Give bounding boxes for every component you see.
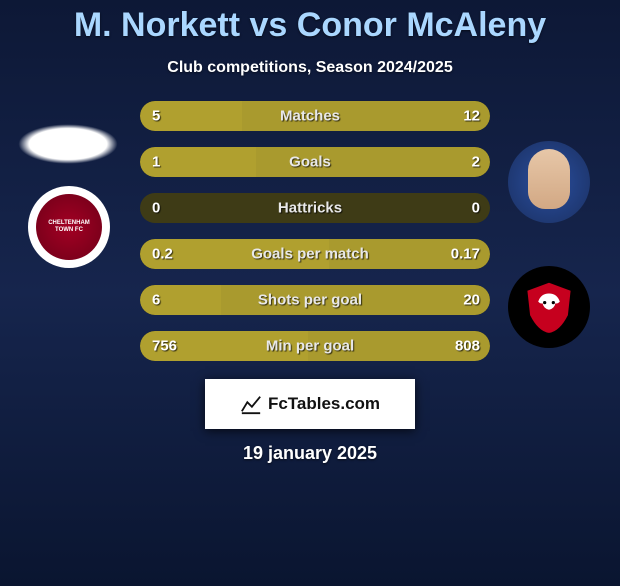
brand-text: FcTables.com <box>268 394 380 414</box>
stat-label: Hattricks <box>278 200 342 217</box>
stat-value-right: 0 <box>472 200 480 217</box>
stat-value-left: 0.2 <box>152 246 173 263</box>
stat-row: 6 Shots per goal 20 <box>0 285 620 315</box>
stat-label: Min per goal <box>266 338 354 355</box>
stat-label: Goals <box>289 154 331 171</box>
stat-value-right: 20 <box>463 292 480 309</box>
stat-value-left: 0 <box>152 200 160 217</box>
stat-value-right: 12 <box>463 108 480 125</box>
stat-value-left: 756 <box>152 338 177 355</box>
stat-row: 5 Matches 12 <box>0 101 620 131</box>
stat-value-left: 1 <box>152 154 160 171</box>
stat-value-right: 2 <box>472 154 480 171</box>
stat-label: Matches <box>280 108 340 125</box>
stat-value-right: 0.17 <box>451 246 480 263</box>
stat-value-right: 808 <box>455 338 480 355</box>
bar-right <box>242 101 491 131</box>
stat-row: 1 Goals 2 <box>0 147 620 177</box>
stat-label: Shots per goal <box>258 292 362 309</box>
stat-value-left: 5 <box>152 108 160 125</box>
stat-row: 0.2 Goals per match 0.17 <box>0 239 620 269</box>
subtitle: Club competitions, Season 2024/2025 <box>0 59 620 77</box>
page-title: M. Norkett vs Conor McAleny <box>0 6 620 45</box>
date-text: 19 january 2025 <box>0 443 620 464</box>
stat-value-left: 6 <box>152 292 160 309</box>
stat-row: 756 Min per goal 808 <box>0 331 620 361</box>
stat-label: Goals per match <box>251 246 369 263</box>
chart-icon <box>240 393 262 415</box>
brand-badge: FcTables.com <box>205 379 415 429</box>
stat-row: 0 Hattricks 0 <box>0 193 620 223</box>
stat-chart: 5 Matches 12 1 Goals 2 0 Hattricks 0 0.2… <box>0 101 620 361</box>
